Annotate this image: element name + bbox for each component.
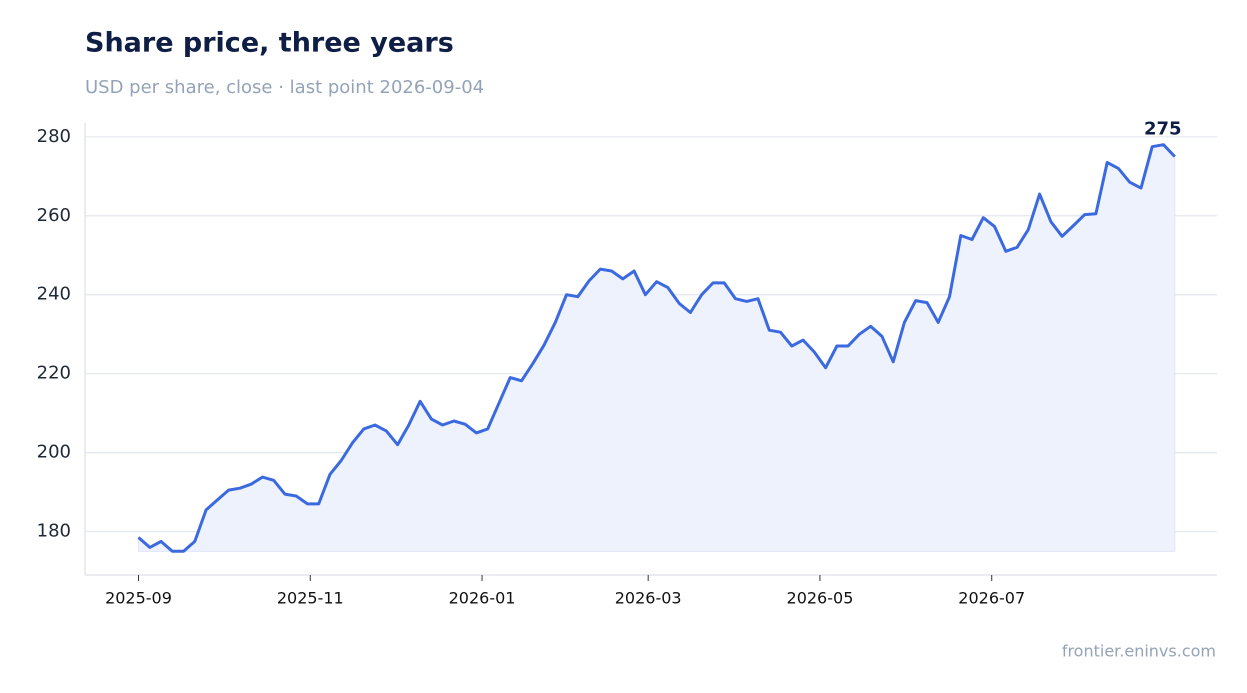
value-label: 275 — [1144, 119, 1182, 140]
y-tick-label: 220 — [37, 363, 71, 384]
x-tick-label: 2026-05 — [787, 589, 854, 608]
x-tick-label: 2026-03 — [615, 589, 682, 608]
area — [138, 144, 1176, 552]
y-tick-label: 240 — [37, 284, 71, 305]
y-tick-label: 260 — [37, 205, 71, 226]
chart-subtitle: USD per share, close · last point 2026-0… — [85, 77, 484, 98]
x-tick-label: 2025-11 — [277, 589, 344, 608]
source: frontier.eninvs.com — [1062, 642, 1216, 661]
x-tick-label: 2026-07 — [958, 589, 1025, 608]
x-tick-label: 2025-09 — [105, 589, 172, 608]
chart-title: Share price, three years — [85, 28, 454, 59]
x-tick-label: 2026-01 — [449, 589, 516, 608]
y-tick-label: 280 — [37, 126, 71, 147]
y-tick-label: 180 — [37, 521, 71, 542]
line — [137, 143, 1176, 553]
y-tick-label: 200 — [37, 442, 71, 463]
